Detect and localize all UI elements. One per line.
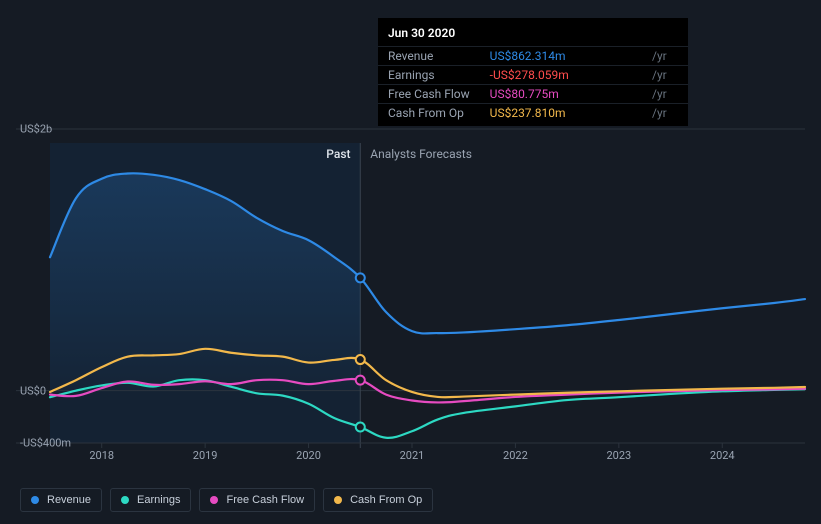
tooltip-row-label: Earnings: [378, 66, 480, 85]
tooltip-date: Jun 30 2020: [378, 24, 688, 46]
tooltip-row-unit: /yr: [648, 104, 688, 123]
tooltip-row-unit: /yr: [648, 47, 688, 66]
tooltip-row-value: -US$278.059m: [480, 66, 648, 85]
legend-dot: [334, 496, 342, 504]
legend-dot: [31, 496, 39, 504]
legend: Revenue Earnings Free Cash Flow Cash From O…: [20, 488, 433, 512]
legend-label: Cash From Op: [350, 494, 422, 506]
tooltip-row-unit: /yr: [648, 85, 688, 104]
tooltip-row: RevenueUS$862.314m/yr: [378, 47, 688, 66]
x-tick-label: 2022: [503, 449, 528, 462]
x-tick-label: 2018: [89, 449, 114, 462]
legend-label: Earnings: [137, 494, 180, 506]
x-tick-label: 2020: [296, 449, 321, 462]
tooltip-row-label: Cash From Op: [378, 104, 480, 123]
section-label-forecast: Analysts Forecasts: [370, 147, 472, 161]
tooltip-row-value: US$237.810m: [480, 104, 648, 123]
legend-label: Free Cash Flow: [226, 494, 304, 506]
x-tick-label: 2019: [193, 449, 218, 462]
section-label-past: Past: [326, 147, 350, 161]
x-tick-label: 2023: [606, 449, 631, 462]
x-tick-label: 2021: [400, 449, 425, 462]
financials-chart: US$2b US$0 -US$400m 2018 2019 2020 2021 2022 20…: [0, 0, 821, 524]
tooltip: Jun 30 2020 RevenueUS$862.314m/yrEarning…: [378, 18, 688, 126]
legend-item-fcf[interactable]: Free Cash Flow: [199, 488, 315, 512]
tooltip-row-label: Revenue: [378, 47, 480, 66]
y-tick-label: US$0: [20, 384, 46, 397]
y-tick-label: -US$400m: [20, 437, 71, 450]
tooltip-table: RevenueUS$862.314m/yrEarnings-US$278.059…: [378, 46, 688, 122]
tooltip-row-label: Free Cash Flow: [378, 85, 480, 104]
legend-item-earnings[interactable]: Earnings: [110, 488, 191, 512]
tooltip-row-value: US$80.775m: [480, 85, 648, 104]
tooltip-row-unit: /yr: [648, 66, 688, 85]
legend-dot: [121, 496, 129, 504]
legend-item-cfo[interactable]: Cash From Op: [323, 488, 433, 512]
legend-item-revenue[interactable]: Revenue: [20, 488, 102, 512]
legend-label: Revenue: [47, 494, 91, 506]
tooltip-row: Cash From OpUS$237.810m/yr: [378, 104, 688, 123]
tooltip-row: Earnings-US$278.059m/yr: [378, 66, 688, 85]
tooltip-row-value: US$862.314m: [480, 47, 648, 66]
legend-dot: [210, 496, 218, 504]
tooltip-row: Free Cash FlowUS$80.775m/yr: [378, 85, 688, 104]
x-tick-label: 2024: [710, 449, 735, 462]
y-tick-label: US$2b: [20, 123, 52, 136]
